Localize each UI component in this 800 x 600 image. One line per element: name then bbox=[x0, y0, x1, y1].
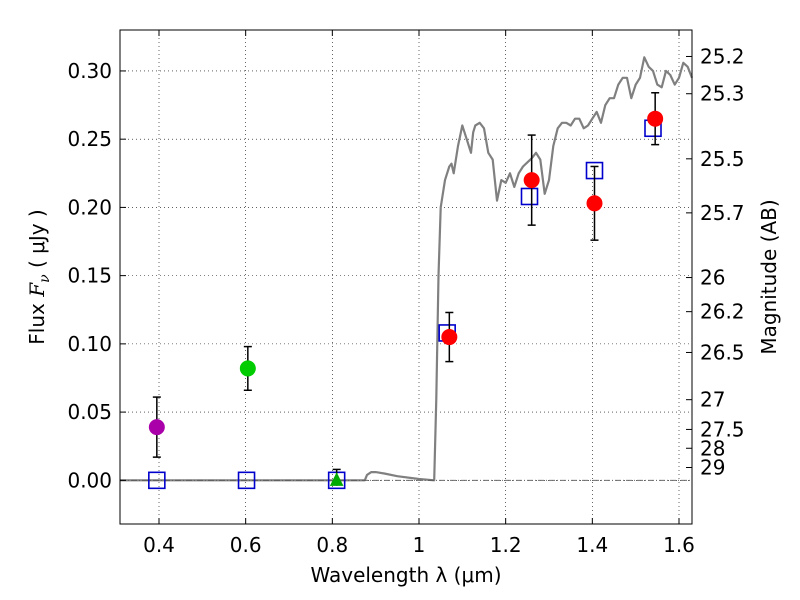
magnitude-tick-label: 25.3 bbox=[700, 82, 745, 106]
magnitude-tick-label: 28 bbox=[700, 436, 725, 460]
y-tick-label: 0.15 bbox=[67, 264, 112, 288]
x-tick-label: 1.4 bbox=[576, 533, 608, 557]
y-axis-label-symbol: F bbox=[25, 282, 49, 298]
y-axis-label-unit: ( μJy ) bbox=[25, 209, 49, 274]
magnitude-tick-label: 26.5 bbox=[700, 340, 745, 364]
x-tick-label: 0.4 bbox=[143, 533, 175, 557]
model-photometry-square bbox=[237, 471, 256, 490]
x-tick-label: 0.6 bbox=[230, 533, 262, 557]
magnitude-tick-label: 27 bbox=[700, 388, 725, 412]
x-tick-labels: 0.4 0.6 0.8 1 1.2 1.4 1.6 bbox=[143, 533, 695, 557]
x-tick-label: 1.6 bbox=[663, 533, 695, 557]
y2-axis-label: Magnitude (AB) bbox=[757, 199, 781, 354]
observed-photometry-point bbox=[441, 329, 458, 346]
y-tick-label: 0.20 bbox=[67, 195, 112, 219]
x-tick-label: 1 bbox=[413, 533, 426, 557]
x-tick-label: 1.2 bbox=[490, 533, 522, 557]
y-tick-labels: 0.00 0.05 0.10 0.15 0.20 0.25 0.30 bbox=[67, 59, 112, 492]
magnitude-tick-label: 25.5 bbox=[700, 147, 745, 171]
error-bar-layer bbox=[152, 92, 660, 486]
x-tick-label: 0.8 bbox=[316, 533, 348, 557]
magnitude-tick-label: 29 bbox=[700, 456, 725, 480]
observed-photometry-point bbox=[239, 360, 256, 377]
observed-photometry-point bbox=[523, 172, 540, 189]
magnitude-tick-label: 26.2 bbox=[700, 300, 745, 324]
magnitude-tick-label: 27.5 bbox=[700, 417, 745, 441]
model-photometry-square bbox=[148, 471, 166, 490]
y-tick-label: 0.05 bbox=[67, 400, 112, 424]
x-axis-label: Wavelength λ (μm) bbox=[310, 563, 501, 587]
y-axis-label: Flux Fν ( μJy ) bbox=[25, 209, 53, 344]
observed-photometry-layer bbox=[148, 110, 664, 486]
y-tick-label: 0.00 bbox=[67, 468, 112, 492]
y-tick-label: 0.10 bbox=[67, 332, 112, 356]
magnitude-tick-label: 25.7 bbox=[700, 201, 745, 225]
y-axis-label-subscript: ν bbox=[37, 274, 53, 283]
spectrum-line bbox=[120, 56, 694, 482]
spectrum-layer bbox=[120, 56, 694, 482]
observed-photometry-point bbox=[647, 110, 664, 127]
magnitude-tick-label: 25.2 bbox=[700, 44, 745, 68]
observed-photometry-point bbox=[148, 419, 165, 436]
y-tick-label: 0.25 bbox=[67, 127, 112, 151]
plot-frame bbox=[119, 29, 693, 525]
y-tick-label: 0.30 bbox=[67, 59, 112, 83]
observed-photometry-point bbox=[586, 195, 603, 212]
upper-limit-triangle bbox=[329, 472, 344, 486]
y-axis-label-prefix: Flux bbox=[25, 297, 49, 345]
model-photometry-layer bbox=[148, 119, 662, 490]
axis-ticks bbox=[120, 30, 692, 524]
magnitude-tick-label: 26 bbox=[700, 266, 725, 290]
model-photometry-square bbox=[520, 187, 539, 206]
